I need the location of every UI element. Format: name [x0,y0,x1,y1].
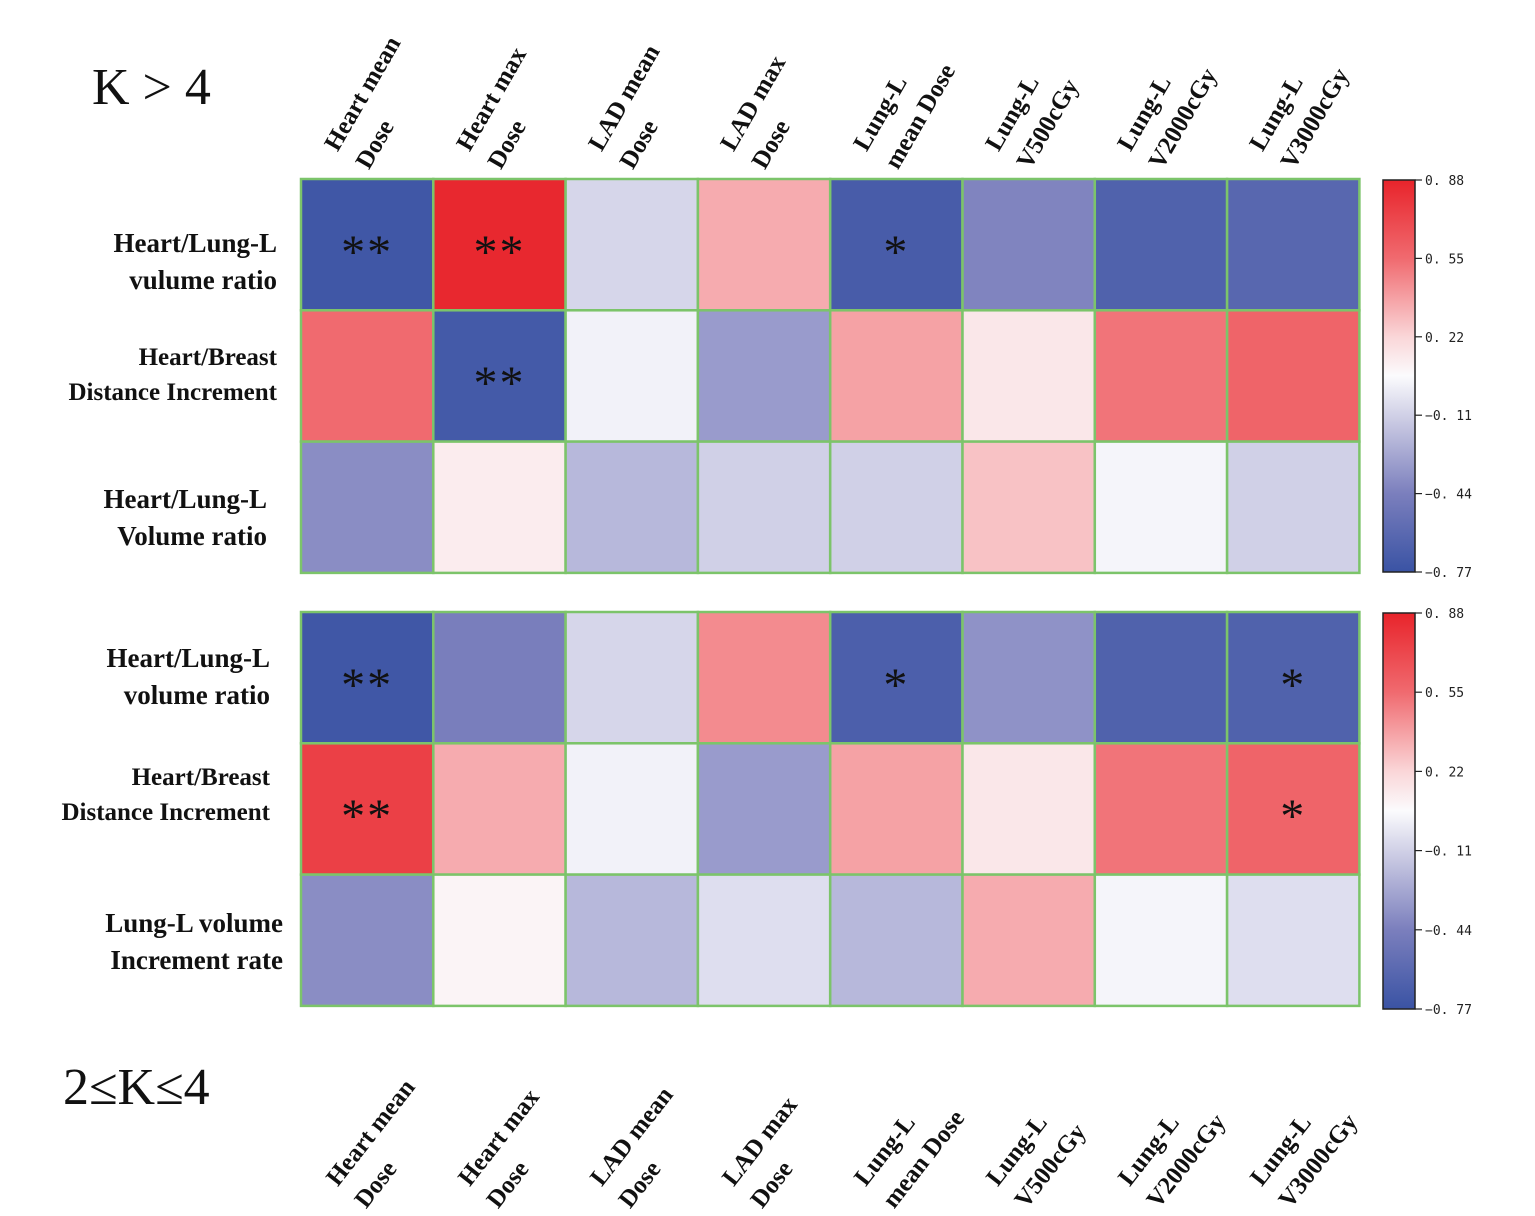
top-cell-r2-c4 [696,309,832,443]
top-cell-r1-c4 [696,177,832,312]
bottom-cell-r2-c5 [828,742,964,876]
top-cell-r3-c3 [564,440,700,575]
bottom-row-label-1: Heart/Lung-L volume ratio [106,643,270,710]
bottom-cell-r1-c2 [432,610,567,745]
bottom-cell-r2-c3 [564,742,700,876]
bottom-cell-r1-c7 [1093,610,1229,745]
bottom-colorbar [1382,612,1416,1010]
bottom-panel-title: 2≤K≤4 [63,1059,210,1116]
top-cell-r1-c7 [1093,177,1229,312]
top-cell-r1-c1 [299,177,435,312]
bottom-cell-r2-c6 [961,742,1097,876]
bottom-significance-r1-c8: * [1280,658,1307,712]
bottom-colorbar-tick-label: −0. 77 [1425,1003,1472,1018]
bottom-colorbar-tick-label: 0. 22 [1425,765,1464,780]
top-cell-r2-c8 [1225,309,1361,443]
top-significance-r1-c5: * [883,225,910,279]
bottom-significance-r1-c1: ** [341,658,394,712]
bottom-colorbar-tick-label: 0. 55 [1425,686,1464,701]
top-significance-r1-c2: ** [473,225,526,279]
top-cell-r3-c1 [299,440,435,575]
bottom-row-label-3: Lung-L volume Increment rate [105,908,283,975]
bottom-colorbar-tick-label: −0. 11 [1425,845,1472,860]
top-cell-r2-c7 [1093,309,1229,443]
top-cell-r2-c5 [828,309,964,443]
bottom-cell-r1-c5 [828,610,964,745]
top-row-label-3: Heart/Lung-L Volume ratio [103,484,267,551]
bottom-significance-r2-c1: ** [341,789,394,843]
bottom-significance-r1-c5: * [883,658,910,712]
bottom-cell-r2-c4 [696,742,832,876]
top-colorbar-tick-label: −0. 44 [1425,488,1472,503]
top-panel-title: K > 4 [92,59,211,116]
top-cell-r3-c4 [696,440,832,575]
bottom-cell-r1-c3 [564,610,700,745]
top-cell-r2-c1 [299,309,435,443]
bottom-cell-r3-c4 [696,873,832,1008]
top-colorbar-tick-label: 0. 22 [1425,331,1464,346]
bottom-cell-r3-c3 [564,873,700,1008]
bottom-cell-r1-c6 [961,610,1097,745]
top-cell-r3-c6 [961,440,1097,575]
top-cell-r2-c6 [961,309,1097,443]
bottom-row-label-2: Heart/Breast Distance Increment [61,764,270,826]
top-row-label-1: Heart/Lung-L vulume ratio [113,228,277,295]
top-significance-r1-c1: ** [341,225,394,279]
top-colorbar-tick-label: 0. 88 [1425,174,1464,189]
bottom-cell-r3-c6 [961,873,1097,1008]
bottom-cell-r2-c2 [432,742,567,876]
top-colorbar-tick-label: −0. 11 [1425,409,1472,424]
bottom-cell-r3-c5 [828,873,964,1008]
top-cell-r1-c6 [961,177,1097,312]
bottom-cell-r3-c7 [1093,873,1229,1008]
top-significance-r2-c2: ** [473,356,526,410]
bottom-significance-r2-c8: * [1280,789,1307,843]
top-cell-r1-c3 [564,177,700,312]
bottom-colorbar-tick-label: 0. 88 [1425,607,1464,622]
top-cell-r3-c8 [1225,440,1361,575]
bottom-cell-r1-c4 [696,610,832,745]
bottom-cell-r3-c2 [432,873,567,1008]
top-cell-r1-c5 [828,177,964,312]
top-row-label-2: Heart/Breast Distance Increment [68,344,277,406]
top-colorbar-tick-label: 0. 55 [1425,252,1464,267]
top-cell-r3-c2 [432,440,567,575]
top-colorbar [1382,179,1416,573]
bottom-cell-r2-c1 [299,742,435,876]
top-cell-r2-c3 [564,309,700,443]
bottom-cell-r3-c1 [299,873,435,1008]
bottom-cell-r3-c8 [1225,873,1361,1008]
bottom-colorbar-tick-label: −0. 44 [1425,924,1472,939]
top-cell-r1-c8 [1225,177,1361,312]
top-cell-r3-c5 [828,440,964,575]
top-cell-r1-c2 [432,177,567,312]
top-colorbar-tick-label: −0. 77 [1425,566,1472,581]
bottom-cell-r2-c7 [1093,742,1229,876]
top-cell-r3-c7 [1093,440,1229,575]
